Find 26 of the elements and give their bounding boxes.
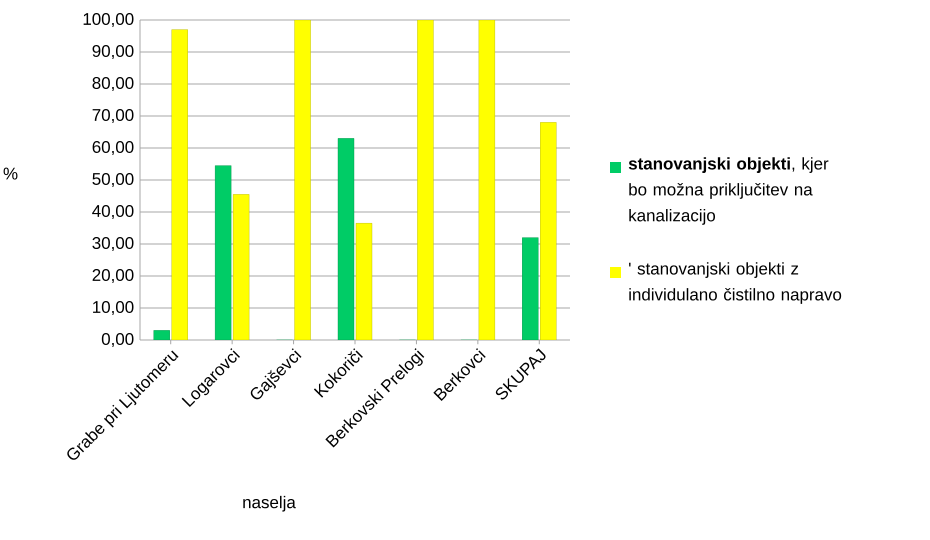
- bar: [154, 330, 170, 340]
- bar: [522, 237, 538, 340]
- bar: [417, 20, 434, 340]
- y-axis-title: %: [4, 168, 18, 180]
- y-tick-label: 50,00: [92, 173, 134, 187]
- bar: [478, 20, 496, 340]
- bar: [232, 194, 250, 340]
- y-tick-label: 60,00: [92, 141, 134, 155]
- y-tick-label: 30,00: [92, 237, 134, 251]
- y-tick-label: 20,00: [92, 269, 134, 283]
- y-tick-label: 80,00: [92, 77, 134, 91]
- bar: [294, 20, 311, 340]
- y-tick-label: 70,00: [92, 109, 134, 123]
- bar: [540, 122, 556, 340]
- y-tick-label: 40,00: [92, 205, 134, 219]
- bar: [356, 223, 372, 340]
- y-tick-label: 100,00: [84, 13, 134, 27]
- legend-label: stanovanjski objekti, kjer bo možna priključitev na kanalizacijo: [628, 157, 828, 225]
- bar: [172, 29, 188, 340]
- bar: [214, 165, 232, 340]
- y-tick-label: 10,00: [93, 301, 134, 315]
- bar: [338, 138, 354, 340]
- x-axis-title: naselja: [243, 496, 296, 512]
- y-tick-label: 90,00: [92, 45, 134, 59]
- y-tick-label: 0,00: [102, 333, 134, 347]
- legend-label: ' stanovanjski objekti z individulano čistilno napravo: [629, 262, 842, 304]
